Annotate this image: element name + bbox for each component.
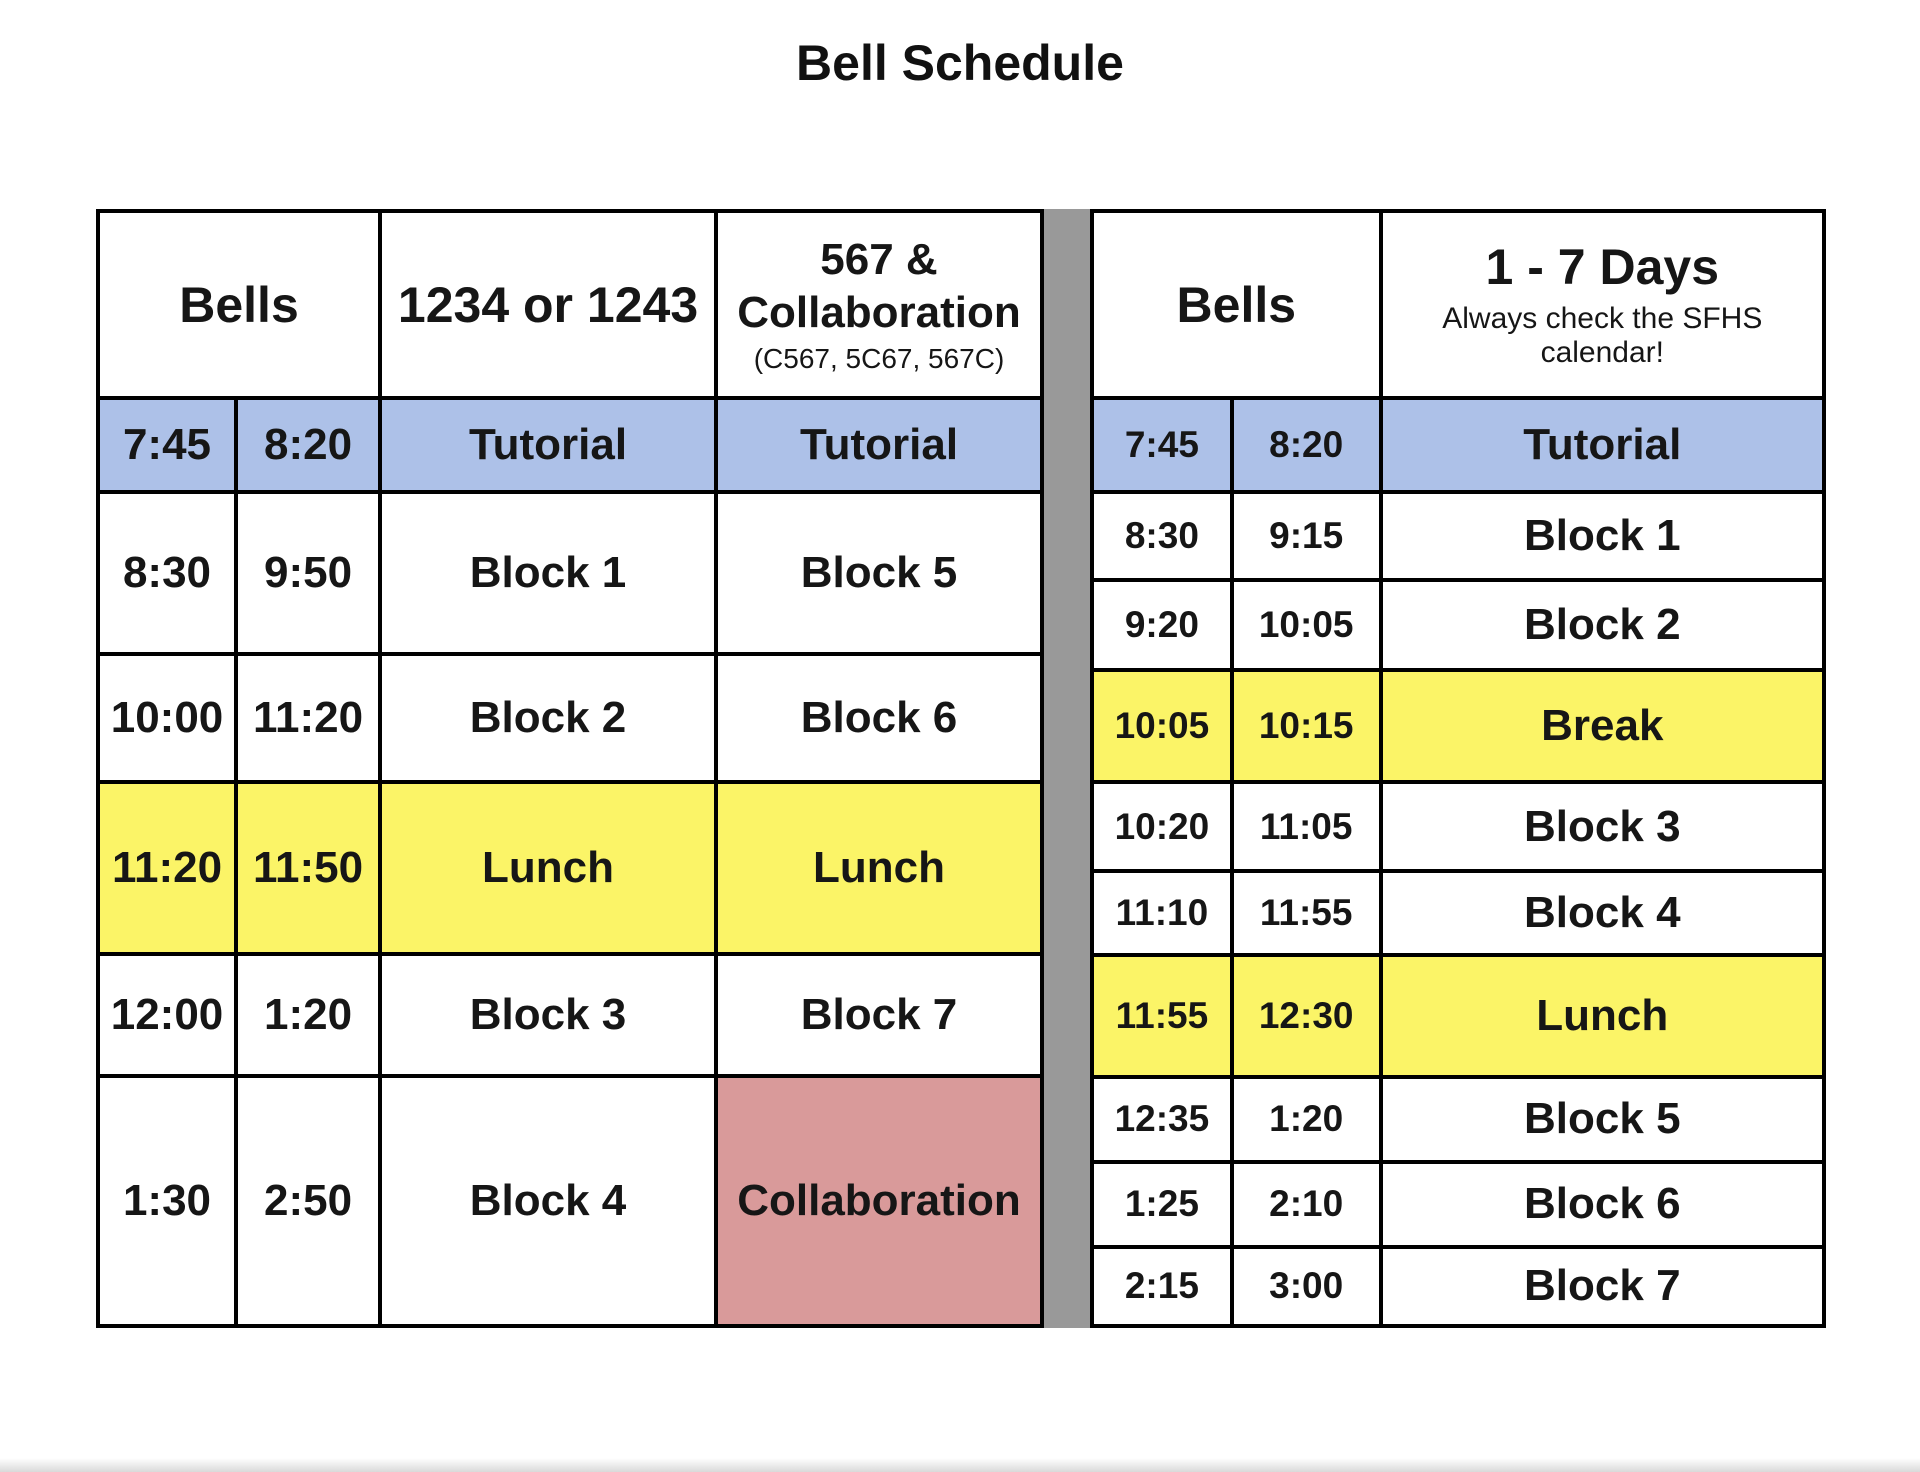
end-time-cell: 1:20	[1229, 1074, 1383, 1164]
start-time-cell: 9:20	[1090, 578, 1234, 673]
end-time-cell: 11:20	[233, 652, 383, 784]
right-row-block4: 11:10 11:55 Block 4	[1090, 868, 1827, 957]
start-time-cell: 12:00	[96, 952, 238, 1078]
left-header-567-collaboration: 567 & Collaboration (C567, 5C67, 567C)	[714, 209, 1045, 400]
start-time-cell: 1:25	[1090, 1159, 1234, 1249]
bottom-edge-shadow	[0, 1458, 1920, 1472]
right-row-block2: 9:20 10:05 Block 2	[1090, 578, 1827, 673]
right-header-days-subtitle: Always check the SFHS calendar!	[1442, 302, 1763, 370]
period-cell: Lunch	[714, 780, 1045, 956]
right-row-lunch: 11:55 12:30 Lunch	[1090, 952, 1827, 1079]
page-title: Bell Schedule	[796, 35, 1124, 91]
left-header-bells: Bells	[95, 209, 383, 400]
period-cell: Break	[1378, 668, 1827, 785]
right-header-bells: Bells	[1090, 208, 1383, 401]
left-row-block1: 8:30 9:50 Block 1 Block 5	[96, 490, 1045, 656]
start-time-cell: 12:35	[1090, 1074, 1234, 1164]
period-cell: Block 4	[1378, 868, 1827, 957]
start-time-cell: 1:30	[96, 1074, 238, 1328]
end-time-cell: 10:15	[1229, 668, 1383, 785]
start-time-cell: 7:45	[1090, 396, 1234, 495]
left-header-row: Bells 1234 or 1243 567 & Collaboration (…	[95, 209, 1045, 400]
seven-day-schedule-table: Bells 1 - 7 Days Always check the SFHS c…	[1090, 208, 1827, 1329]
schedule-tables: Bells 1234 or 1243 567 & Collaboration (…	[95, 208, 1827, 1329]
block-day-schedule-table: Bells 1234 or 1243 567 & Collaboration (…	[95, 209, 1045, 1328]
period-cell: Block 5	[714, 490, 1045, 656]
left-row-lunch: 11:20 11:50 Lunch Lunch	[96, 780, 1045, 956]
right-header-days-title: 1 - 7 Days	[1485, 238, 1720, 295]
period-cell: Block 7	[714, 952, 1045, 1078]
start-time-cell: 10:05	[1090, 668, 1234, 785]
right-row-break: 10:05 10:15 Break	[1090, 668, 1827, 785]
period-cell: Block 5	[1378, 1074, 1827, 1164]
left-header-567-title: 567 & Collaboration	[737, 234, 1021, 337]
left-row-block3: 12:00 1:20 Block 3 Block 7	[96, 952, 1045, 1078]
end-time-cell: 9:50	[233, 490, 383, 656]
end-time-cell: 9:15	[1229, 490, 1383, 583]
right-row-block6: 1:25 2:10 Block 6	[1090, 1159, 1827, 1249]
end-time-cell: 8:20	[1229, 396, 1383, 495]
period-cell: Block 3	[378, 952, 719, 1078]
period-cell: Block 1	[1378, 490, 1827, 583]
period-cell: Tutorial	[714, 396, 1045, 494]
period-cell: Lunch	[378, 780, 719, 956]
left-row-block2: 10:00 11:20 Block 2 Block 6	[96, 652, 1045, 784]
start-time-cell: 2:15	[1090, 1244, 1234, 1329]
end-time-cell: 1:20	[233, 952, 383, 1078]
right-row-tutorial: 7:45 8:20 Tutorial	[1090, 396, 1827, 495]
right-row-block7: 2:15 3:00 Block 7	[1090, 1244, 1827, 1329]
period-cell: Block 1	[378, 490, 719, 656]
end-time-cell: 3:00	[1229, 1244, 1383, 1329]
left-header-1234-or-1243: 1234 or 1243	[378, 209, 719, 400]
end-time-cell: 11:50	[233, 780, 383, 956]
right-header-days: 1 - 7 Days Always check the SFHS calenda…	[1378, 208, 1827, 401]
start-time-cell: 11:20	[96, 780, 238, 956]
start-time-cell: 8:30	[96, 490, 238, 656]
period-cell: Block 4	[378, 1074, 719, 1328]
collaboration-cell: Collaboration	[714, 1074, 1045, 1328]
right-header-row: Bells 1 - 7 Days Always check the SFHS c…	[1090, 208, 1827, 401]
period-cell: Block 6	[714, 652, 1045, 784]
end-time-cell: 2:50	[233, 1074, 383, 1328]
end-time-cell: 8:20	[233, 396, 383, 494]
left-row-block4: 1:30 2:50 Block 4 Collaboration	[96, 1074, 1045, 1328]
end-time-cell: 11:05	[1229, 780, 1383, 873]
right-row-block1: 8:30 9:15 Block 1	[1090, 490, 1827, 583]
right-row-block3: 10:20 11:05 Block 3	[1090, 780, 1827, 873]
period-cell: Block 6	[1378, 1159, 1827, 1249]
end-time-cell: 2:10	[1229, 1159, 1383, 1249]
end-time-cell: 12:30	[1229, 952, 1383, 1079]
left-header-567-subtitle: (C567, 5C67, 567C)	[753, 343, 1005, 375]
start-time-cell: 10:00	[96, 652, 238, 784]
left-row-tutorial: 7:45 8:20 Tutorial Tutorial	[96, 396, 1045, 494]
start-time-cell: 8:30	[1090, 490, 1234, 583]
period-cell: Block 2	[1378, 578, 1827, 673]
end-time-cell: 10:05	[1229, 578, 1383, 673]
period-cell: Lunch	[1378, 952, 1827, 1079]
start-time-cell: 11:10	[1090, 868, 1234, 957]
period-cell: Tutorial	[378, 396, 719, 494]
end-time-cell: 11:55	[1229, 868, 1383, 957]
table-divider-bar	[1044, 209, 1091, 1328]
period-cell: Block 2	[378, 652, 719, 784]
right-row-block5: 12:35 1:20 Block 5	[1090, 1074, 1827, 1164]
start-time-cell: 11:55	[1090, 952, 1234, 1079]
period-cell: Block 7	[1378, 1244, 1827, 1329]
period-cell: Tutorial	[1378, 396, 1827, 495]
start-time-cell: 10:20	[1090, 780, 1234, 873]
start-time-cell: 7:45	[96, 396, 238, 494]
period-cell: Block 3	[1378, 780, 1827, 873]
